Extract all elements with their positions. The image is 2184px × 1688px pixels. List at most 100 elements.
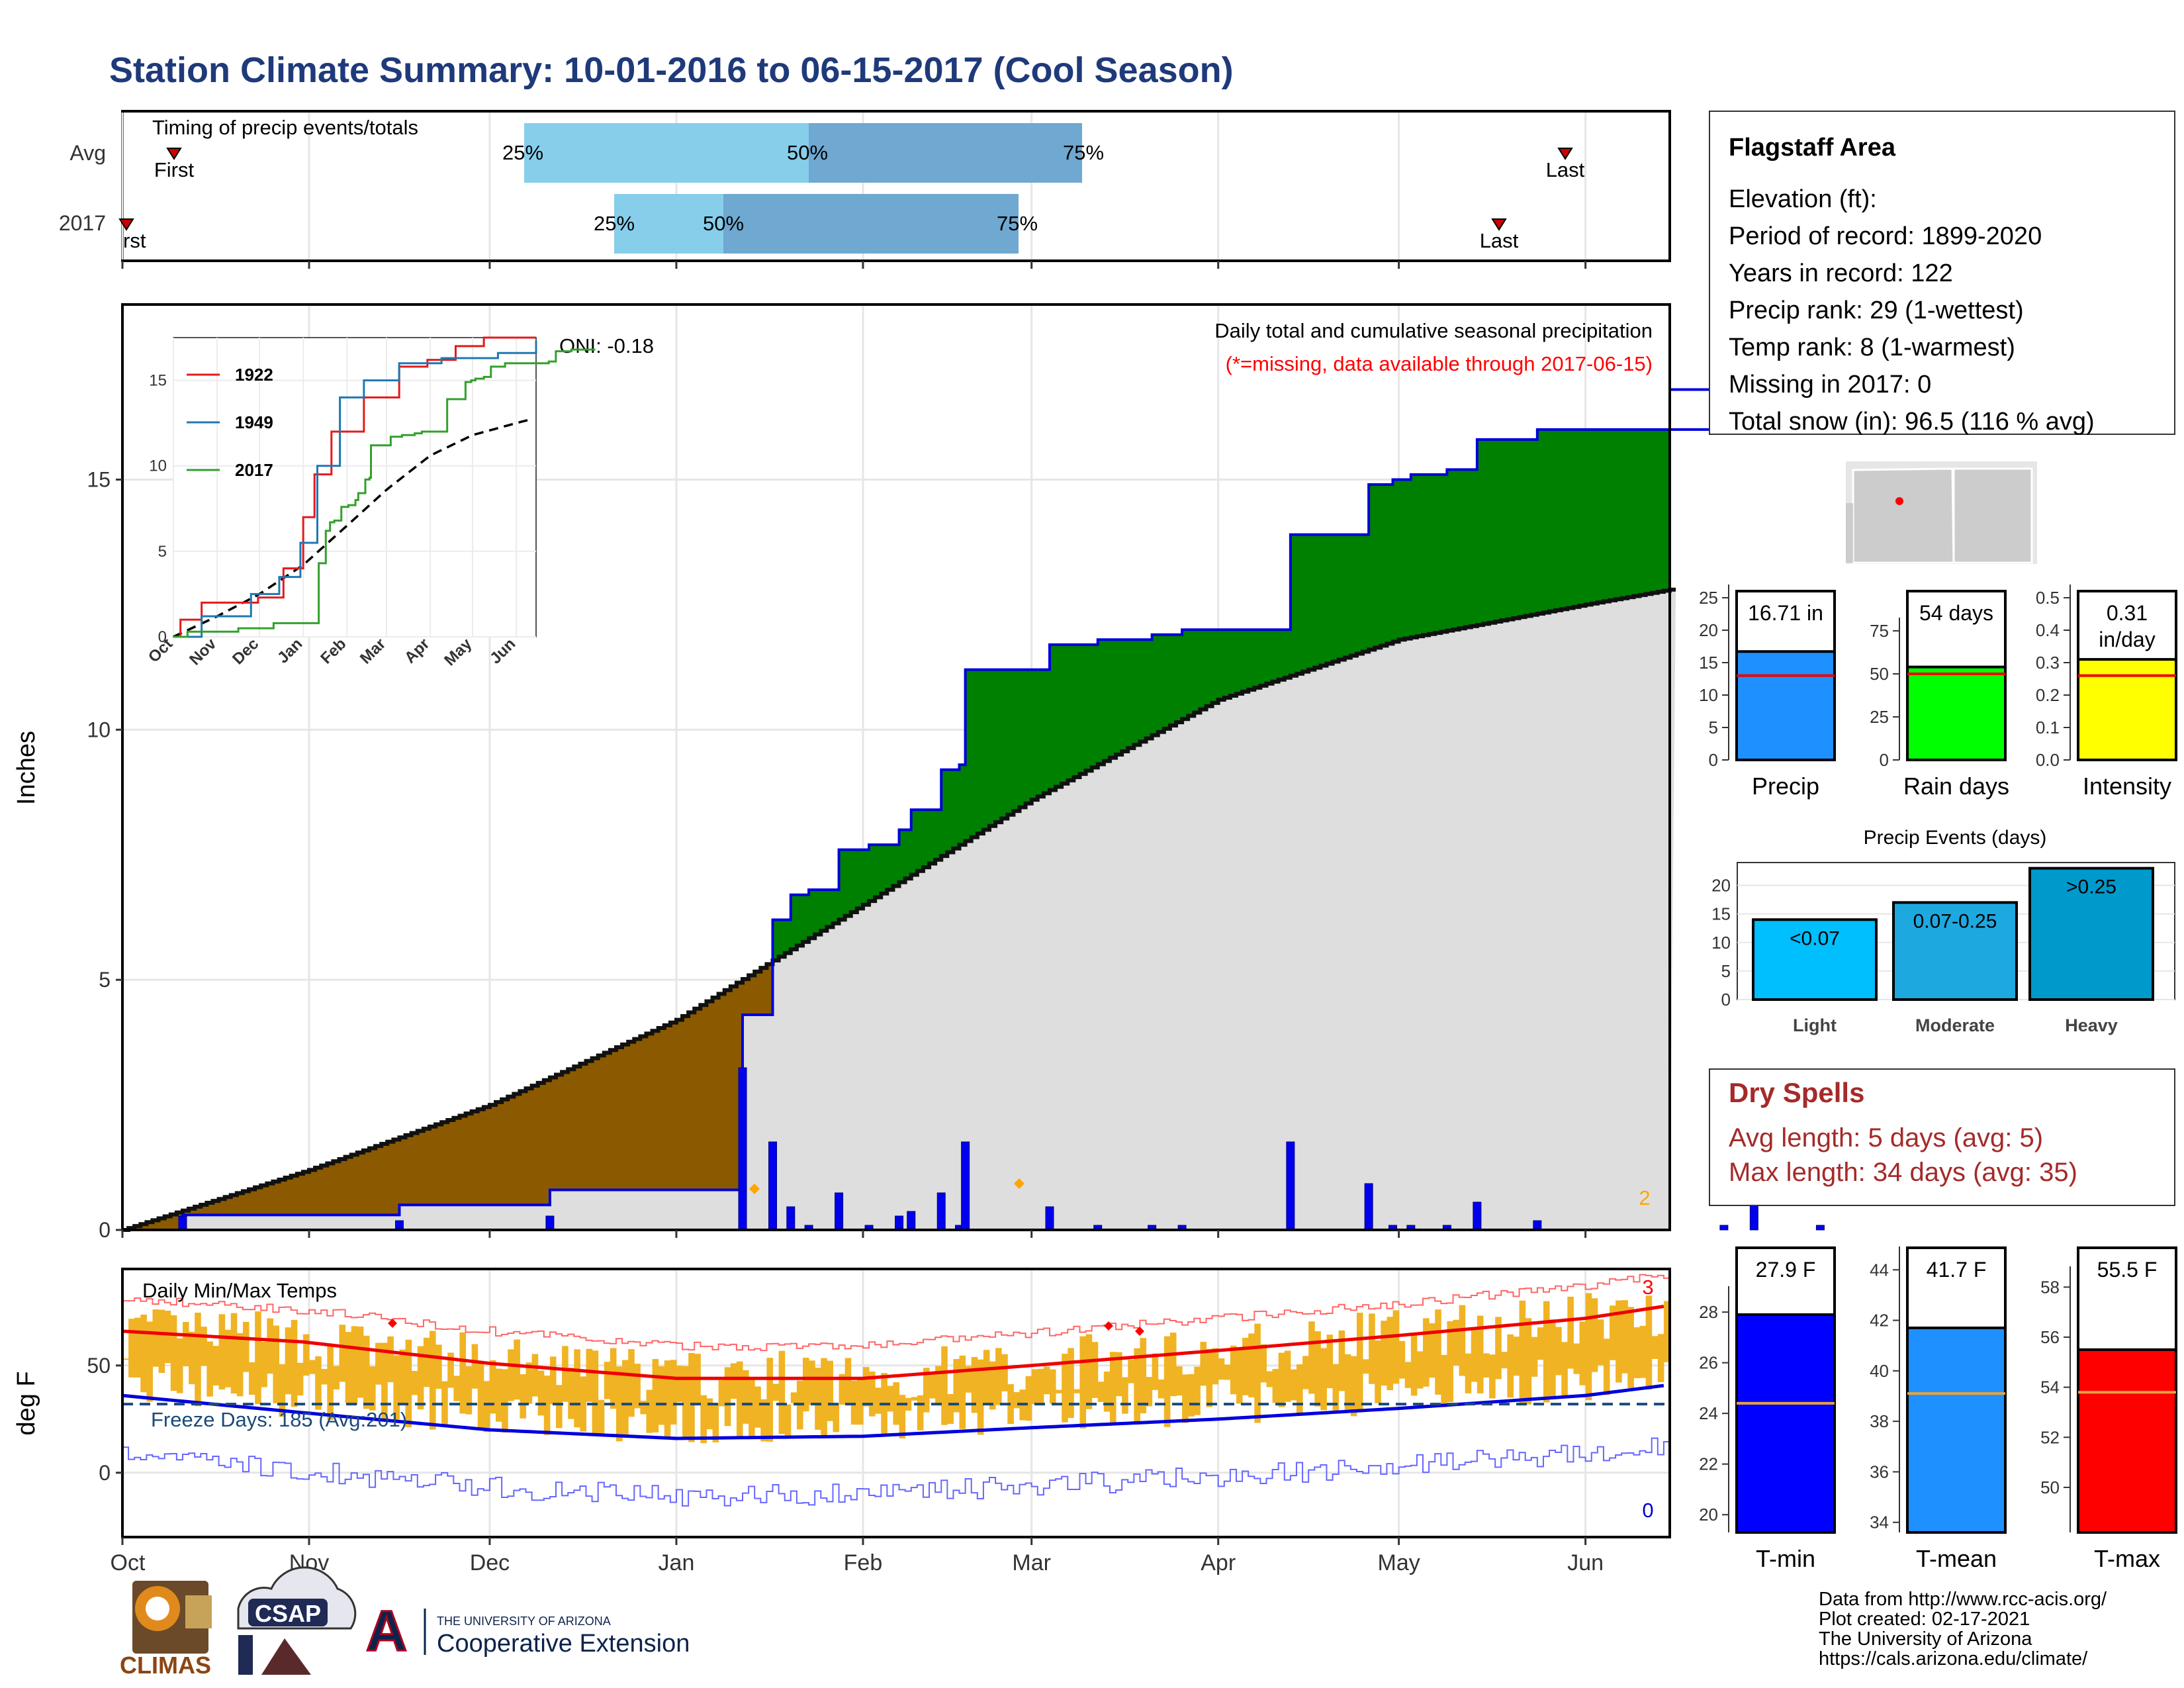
daily-temp-bar: [471, 1344, 478, 1389]
daily-temp-bar: [381, 1342, 388, 1421]
y-tick-label: 34: [1870, 1513, 1889, 1532]
daily-temp-bar: [296, 1362, 304, 1396]
2017-q2-bar: [723, 194, 1019, 254]
daily-temp-bar: [887, 1385, 893, 1412]
daily-temp-bar: [1320, 1348, 1327, 1411]
inset-y-label: 0: [158, 628, 167, 646]
ua-university: THE UNIVERSITY OF ARIZONA: [437, 1615, 611, 1628]
avg-first-label: First: [154, 158, 195, 181]
daily-temp-bar: [345, 1332, 352, 1403]
y-tick-label: 42: [1870, 1311, 1889, 1331]
daily-temp-bar: [1501, 1352, 1508, 1369]
month-label: May: [1378, 1550, 1420, 1575]
daily-temp-bar: [1651, 1336, 1659, 1359]
daily-temp-bar: [158, 1309, 165, 1373]
daily-temp-bar: [1091, 1342, 1099, 1398]
2017-q1-bar: [614, 194, 723, 254]
daily-temp-bar: [917, 1395, 924, 1430]
daily-temp-bar: [1537, 1327, 1544, 1360]
daily-temp-bar: [712, 1403, 719, 1442]
daily-temp-bar: [1326, 1335, 1334, 1389]
daily-temp-bar: [1284, 1350, 1291, 1402]
daily-temp-bar: [1037, 1368, 1044, 1405]
missing-note: (*=missing, data available through 2017-…: [1226, 352, 1653, 375]
precip-summary-bars: 0 5 10 15 20 25 16.71 in Precip 0 25 50 75 54 days R…: [1699, 585, 2177, 800]
daily-temp-bar: [351, 1326, 358, 1405]
daily-temp-bar: [508, 1349, 514, 1401]
bar-label: Intensity: [2083, 773, 2171, 800]
value-bar: [1906, 1327, 2007, 1534]
locator-map: [1846, 461, 2037, 564]
daily-temp-bar: [1381, 1321, 1387, 1386]
daily-temp-bar: [1085, 1334, 1093, 1409]
credit-line-2: Plot created: 02-17-2021: [1819, 1609, 2030, 1630]
y-tick-label: 0.3: [2036, 653, 2060, 673]
record-max-line: [122, 1274, 1670, 1352]
daily-temp-bar: [1663, 1301, 1670, 1362]
daily-temp-bar: [230, 1313, 238, 1394]
daily-temp-bar: [1049, 1369, 1056, 1404]
daily-temp-bar: [592, 1350, 599, 1436]
precip-caption: Daily total and cumulative seasonal prec…: [1214, 319, 1653, 342]
precip-corner-count: 2: [1639, 1186, 1650, 1209]
daily-temp-bar: [929, 1374, 936, 1399]
csap-logo: CSAP: [237, 1566, 357, 1675]
month-label: Oct: [111, 1550, 146, 1575]
daily-temp-bar: [568, 1368, 574, 1419]
y-tick-label: 75: [1870, 621, 1889, 641]
daily-temp-bar: [1314, 1331, 1321, 1407]
daily-temp-bar: [1169, 1333, 1177, 1397]
y-tick-label: 0: [99, 1461, 111, 1485]
daily-temp-bar: [1248, 1333, 1255, 1397]
value-label: 27.9 F: [1756, 1258, 1816, 1282]
daily-temp-bar: [1109, 1352, 1116, 1423]
daily-temp-bar: [604, 1362, 611, 1399]
timing-label: Timing of precip events/totals: [152, 116, 418, 139]
timing-row-2017: 2017: [59, 211, 106, 235]
daily-temp-bar: [543, 1376, 551, 1435]
daily-temp-bar: [267, 1318, 273, 1374]
daily-temp-bar: [760, 1399, 767, 1442]
temperature-summary-bars: 20 22 24 26 28 27.9 F T-min 34 36 38 40 42 44 41.7 F…: [1699, 1246, 2177, 1572]
info-temp-rank: Temp rank: 8 (1-warmest): [1729, 334, 2015, 361]
snow-marker: [1014, 1178, 1024, 1189]
daily-temp-bar: [658, 1366, 665, 1425]
daily-temp-bar: [189, 1331, 195, 1385]
daily-temp-bar: [1158, 1379, 1165, 1399]
daily-temp-bar: [1007, 1384, 1014, 1425]
y-tick-label: 0: [1721, 990, 1731, 1009]
daily-temp-bar: [285, 1327, 292, 1395]
daily-temp-bar: [850, 1380, 858, 1425]
y-tick-label: 20: [1711, 876, 1731, 896]
daily-temp-bar: [146, 1321, 153, 1402]
value-label: 54 days: [1919, 601, 1993, 625]
daily-temp-bar: [1182, 1374, 1189, 1423]
precip-ylabel: Inches: [13, 731, 40, 805]
station-info-box: Flagstaff Area Elevation (ft): Period of…: [1709, 111, 2175, 436]
2017-first-marker: [118, 218, 134, 231]
y-tick-label: 50: [2040, 1477, 2060, 1497]
daily-temp-bar: [212, 1346, 220, 1385]
y-tick-label: 25: [1699, 588, 1718, 608]
timing-panel: Timing of precip events/totals Avg 2017 …: [59, 110, 1671, 262]
daily-temp-bar: [170, 1315, 177, 1391]
daily-temp-bar: [1585, 1293, 1592, 1401]
daily-temp-bar: [1489, 1354, 1496, 1399]
y-tick-label: 15: [1699, 653, 1718, 673]
y-tick-label: 0.4: [2036, 620, 2060, 640]
daily-temp-bar: [941, 1346, 948, 1425]
daily-temp-bar: [1453, 1319, 1460, 1366]
month-label: Jan: [659, 1550, 695, 1575]
y-tick-label: 50: [87, 1354, 111, 1378]
daily-temp-bar: [1387, 1317, 1394, 1391]
daily-temp-bar: [947, 1393, 954, 1425]
y-tick-label: 44: [1870, 1260, 1889, 1280]
daily-precip-bar: [1719, 1225, 1729, 1231]
avg-q2-bar: [809, 123, 1082, 183]
daily-temp-bar: [1375, 1340, 1381, 1403]
daily-temp-bar: [1068, 1348, 1074, 1419]
daily-temp-bar: [586, 1348, 593, 1402]
daily-temp-bar: [1392, 1310, 1400, 1384]
daily-temp-bar: [790, 1392, 797, 1403]
daily-temp-bar: [574, 1349, 580, 1428]
